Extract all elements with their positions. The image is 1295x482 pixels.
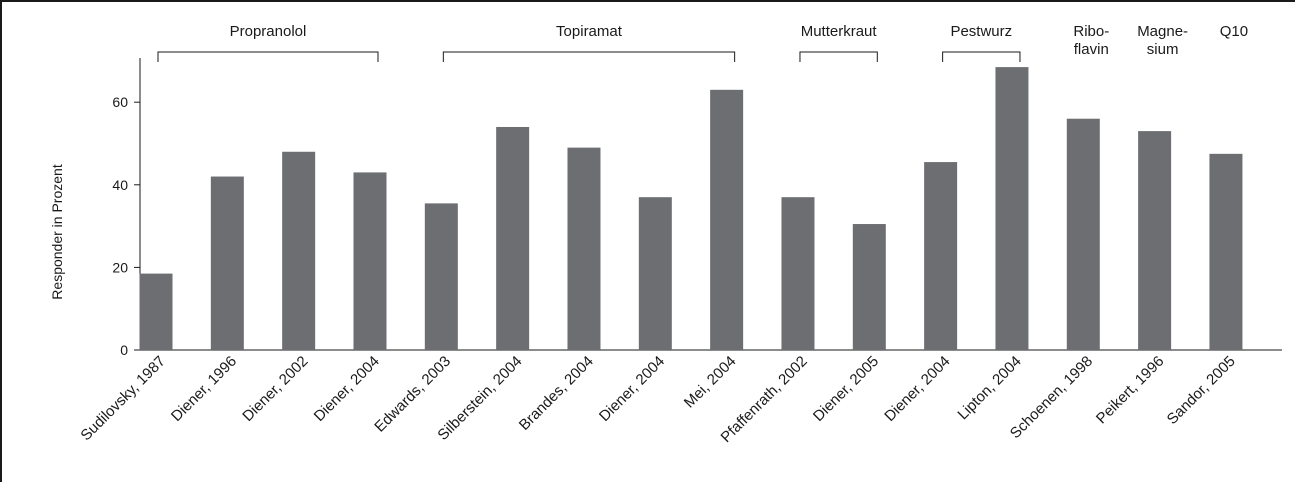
x-tick-label: Diener, 2005	[810, 353, 882, 425]
bar	[638, 197, 672, 350]
group-label: Pestwurz	[950, 23, 1012, 40]
x-tick-label: Diener, 2004	[311, 353, 383, 425]
bar	[353, 172, 387, 350]
group-label: Propranolol	[230, 23, 307, 40]
y-tick-label: 60	[112, 94, 128, 110]
bar	[924, 162, 958, 350]
bar	[210, 176, 244, 350]
x-tick-label: Diener, 2004	[596, 353, 668, 425]
y-tick-label: 40	[112, 177, 128, 193]
group-label: Ribo-flavin	[1073, 23, 1109, 58]
x-tick-label: Diener, 1996	[168, 353, 240, 425]
group-bracket	[799, 51, 878, 62]
x-tick-labels: Sudilovsky, 1987 Diener, 1996 Diener, 2002…	[77, 353, 1238, 446]
x-tick-label: Sudilovsky, 1987	[77, 353, 168, 444]
bar	[1138, 131, 1172, 350]
x-tick-label: Lipton, 2004	[954, 353, 1024, 423]
bar	[995, 67, 1029, 350]
y-tick-label: 20	[112, 259, 128, 275]
bar	[852, 224, 886, 350]
bar	[567, 147, 601, 350]
group-bracket	[442, 51, 736, 62]
bar	[496, 126, 530, 350]
group-bracket	[157, 51, 379, 62]
x-tick-label: Diener, 2002	[239, 353, 311, 425]
bar	[710, 89, 744, 350]
bar	[424, 203, 458, 350]
group-label: Q10	[1220, 23, 1248, 40]
bar	[139, 273, 173, 350]
x-tick-label: Diener, 2004	[881, 353, 953, 425]
y-axis-label: Responder in Prozent	[49, 164, 65, 300]
group-label: Magne-sium	[1137, 23, 1188, 58]
group-labels: Propranolol Topiramat Mutterkraut Pestwurz R…	[157, 23, 1248, 62]
x-tick-label: Mei, 2004	[681, 353, 740, 412]
y-tick-label: 0	[120, 342, 128, 358]
x-tick-label: Peikert, 1996	[1093, 353, 1168, 428]
group-bracket	[942, 51, 1021, 62]
group-label: Topiramat	[556, 23, 623, 40]
bar	[1209, 153, 1243, 350]
bar	[282, 151, 316, 350]
x-tick-label: Brandes, 2004	[516, 353, 597, 434]
x-tick-label: Sandor, 2005	[1164, 353, 1239, 428]
bars	[139, 67, 1243, 350]
bar	[781, 197, 815, 350]
group-label: Mutterkraut	[801, 23, 878, 40]
bar	[1066, 118, 1100, 350]
